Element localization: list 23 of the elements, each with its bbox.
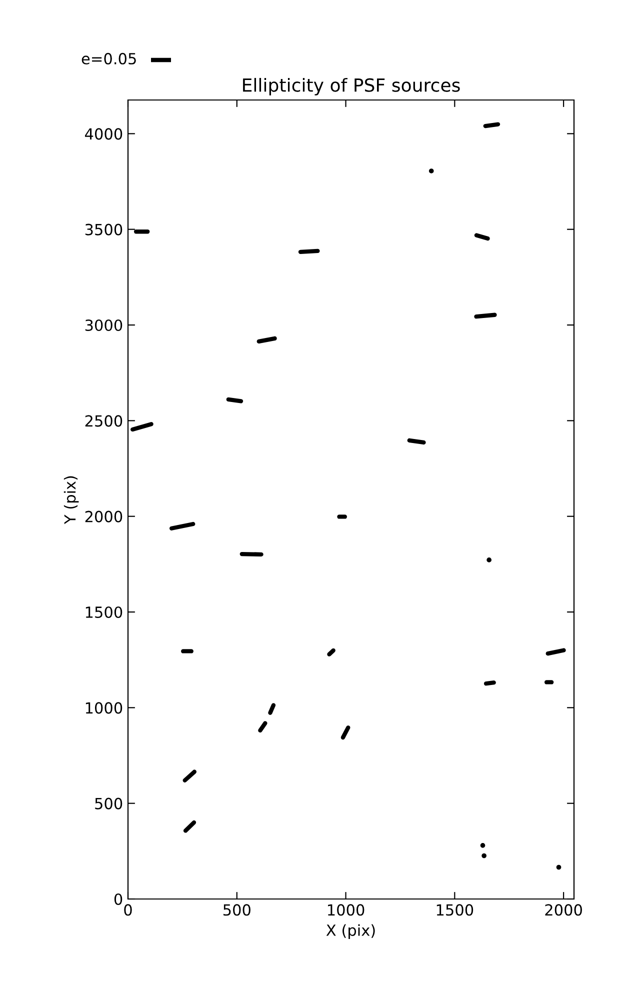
point: [428, 168, 434, 174]
chart-title: Ellipticity of PSF sources: [243, 78, 460, 96]
x-tick-label: 1500: [436, 904, 474, 916]
y-tick-label: 0: [114, 893, 122, 906]
y-tick-label: 500: [95, 798, 122, 810]
x-axis-title: X (pix): [326, 924, 375, 939]
y-tick-label: 1500: [86, 606, 122, 618]
y-tick-label: 3000: [85, 319, 122, 332]
y-tick-label: 2500: [85, 415, 122, 427]
y-tick-label: 4000: [85, 128, 122, 140]
point: [480, 843, 486, 848]
point: [486, 558, 492, 562]
x-tick-label: 1000: [328, 904, 364, 916]
x-tick-label: 0: [124, 904, 132, 916]
y-tick-label: 3500: [85, 224, 122, 236]
y-tick-label: 1000: [86, 702, 122, 714]
text: e=0.05: [82, 52, 136, 64]
y-axis-title: Y (pix): [64, 476, 79, 524]
point: [556, 864, 562, 870]
x-tick-label: 2000: [545, 904, 582, 916]
y-tick-label: 2000: [85, 510, 122, 522]
x-tick-label: 500: [223, 904, 250, 916]
point: [482, 853, 486, 858]
